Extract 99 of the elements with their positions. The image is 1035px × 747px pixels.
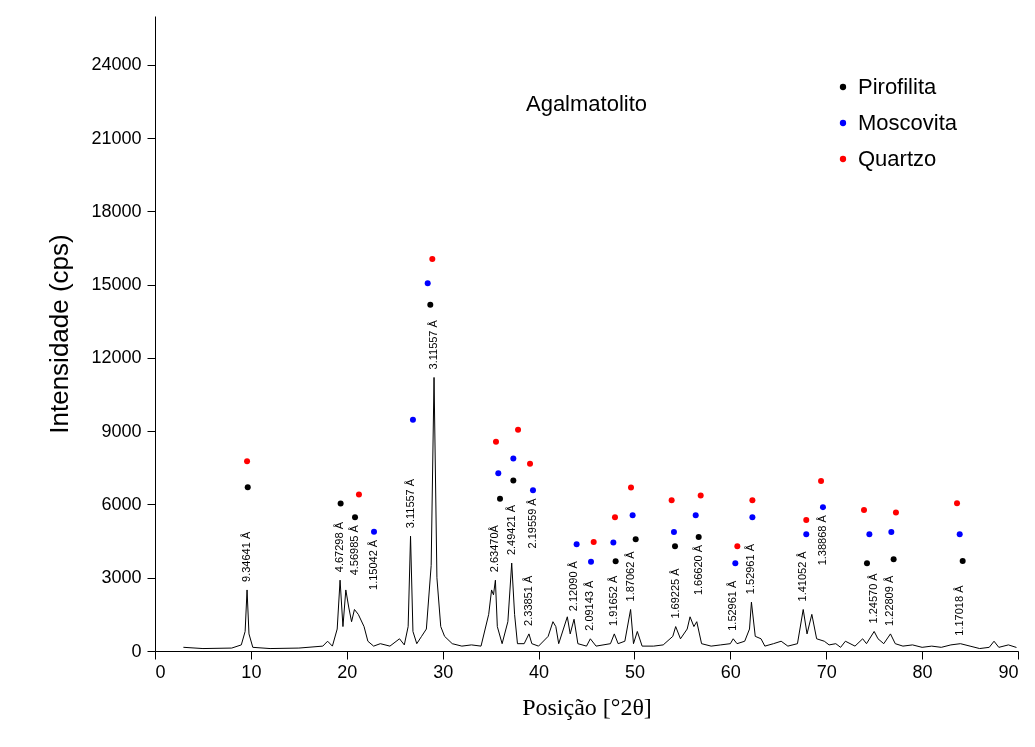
annotation: 1.52961 Å (726, 579, 739, 631)
point (510, 455, 517, 462)
x-tick-label: 10 (241, 661, 262, 682)
y-tick-label: 18000 (91, 200, 142, 221)
x-tick-label: 60 (720, 661, 741, 682)
line-series (183, 376, 1017, 650)
point (866, 531, 873, 538)
legend-label: Pirofilita (858, 74, 938, 99)
annotation: 2.49421 Å (504, 504, 517, 556)
y-tick-label: 3000 (101, 567, 142, 588)
point (692, 512, 699, 519)
annotation: 1.38868 Å (815, 514, 828, 566)
annotation: 2.09143 Å (583, 579, 596, 631)
text: Agalmatolito (525, 91, 648, 116)
point (818, 478, 825, 485)
point (611, 514, 618, 521)
annotation: 1.24570 Å (867, 572, 880, 624)
annotation: 1.91652 Å (607, 575, 620, 626)
x-tick-label: 50 (624, 661, 645, 682)
y-tick-label: 0 (131, 640, 142, 661)
y-tick-label: 6000 (101, 493, 142, 514)
annotation: 2.63470Å (488, 524, 501, 573)
x-tick-label: 80 (912, 661, 933, 682)
point (424, 280, 431, 287)
annotation: 1.22809 Å (883, 575, 896, 626)
point (892, 509, 899, 516)
annotation: 2.19559 Å (525, 497, 538, 549)
point (959, 558, 966, 565)
annotation: 2.33851 Å (521, 575, 534, 626)
annotation: 1.69225 Å (668, 567, 681, 619)
annotation: 1.15042 Å (367, 539, 380, 590)
x-tick-label: 90 (998, 661, 1019, 682)
point (888, 529, 895, 536)
point (819, 504, 826, 511)
point (627, 484, 634, 491)
x-tick-label: 20 (337, 661, 358, 682)
x-tick-label: 70 (816, 661, 837, 682)
annotation: 9.34641 Å (240, 531, 253, 582)
point (610, 539, 617, 546)
y-tick-label: 12000 (91, 347, 142, 368)
point (749, 497, 756, 504)
point (529, 487, 536, 494)
point (734, 543, 741, 550)
point (803, 531, 810, 538)
point (890, 556, 897, 563)
point (590, 539, 597, 546)
annotation: 1.52961 Å (744, 543, 757, 595)
point (732, 560, 739, 567)
point (697, 492, 704, 499)
x-axis-title: Posição [°2θ] (522, 693, 652, 720)
point (355, 491, 362, 498)
annotation: 1.87062 Å (623, 550, 636, 602)
point (863, 560, 870, 567)
y-tick-label: 24000 (91, 54, 142, 75)
point (497, 495, 504, 502)
point (495, 470, 502, 477)
point (695, 533, 702, 540)
point (861, 507, 867, 514)
point (612, 558, 619, 565)
point (588, 558, 595, 565)
y-tick-label: 9000 (101, 420, 142, 441)
annotation: 3.11557 Å (403, 478, 416, 529)
point (803, 517, 810, 524)
annotation: 4.56985 Å (348, 524, 361, 576)
legend-label: Quartzo (858, 146, 937, 171)
point (244, 484, 251, 491)
x-tick-label: 40 (529, 661, 550, 682)
annotation: 1.66620 Å (691, 544, 704, 596)
annotation: 1.41052 Å (796, 550, 809, 602)
annotation: 2.12090 Å (567, 560, 580, 612)
point (352, 514, 359, 521)
x-tick-label: 0 (155, 661, 166, 682)
y-tick-label: 15000 (91, 274, 142, 295)
legend-label: Moscovita (858, 110, 958, 135)
point (954, 500, 961, 507)
point (672, 543, 679, 550)
point (629, 512, 636, 519)
point (492, 438, 499, 445)
point (670, 529, 677, 536)
annotation: 4.67298 Å (333, 521, 346, 573)
point (427, 301, 434, 308)
annotation: 3.11557 Å (427, 319, 440, 370)
point (429, 256, 436, 262)
point (515, 426, 522, 433)
x-tick-label: 30 (433, 661, 454, 682)
point (337, 500, 344, 507)
point (632, 536, 639, 543)
point (371, 528, 378, 535)
point (510, 477, 517, 484)
point (956, 531, 963, 538)
point (749, 514, 756, 521)
annotation: 1.17018 Å (953, 584, 966, 636)
point (409, 416, 416, 423)
point (244, 458, 251, 465)
point (573, 541, 580, 548)
y-tick-label: 21000 (91, 127, 142, 148)
point (527, 460, 534, 467)
point (668, 497, 675, 504)
y-axis-title: Intensidade (cps) (44, 234, 75, 434)
